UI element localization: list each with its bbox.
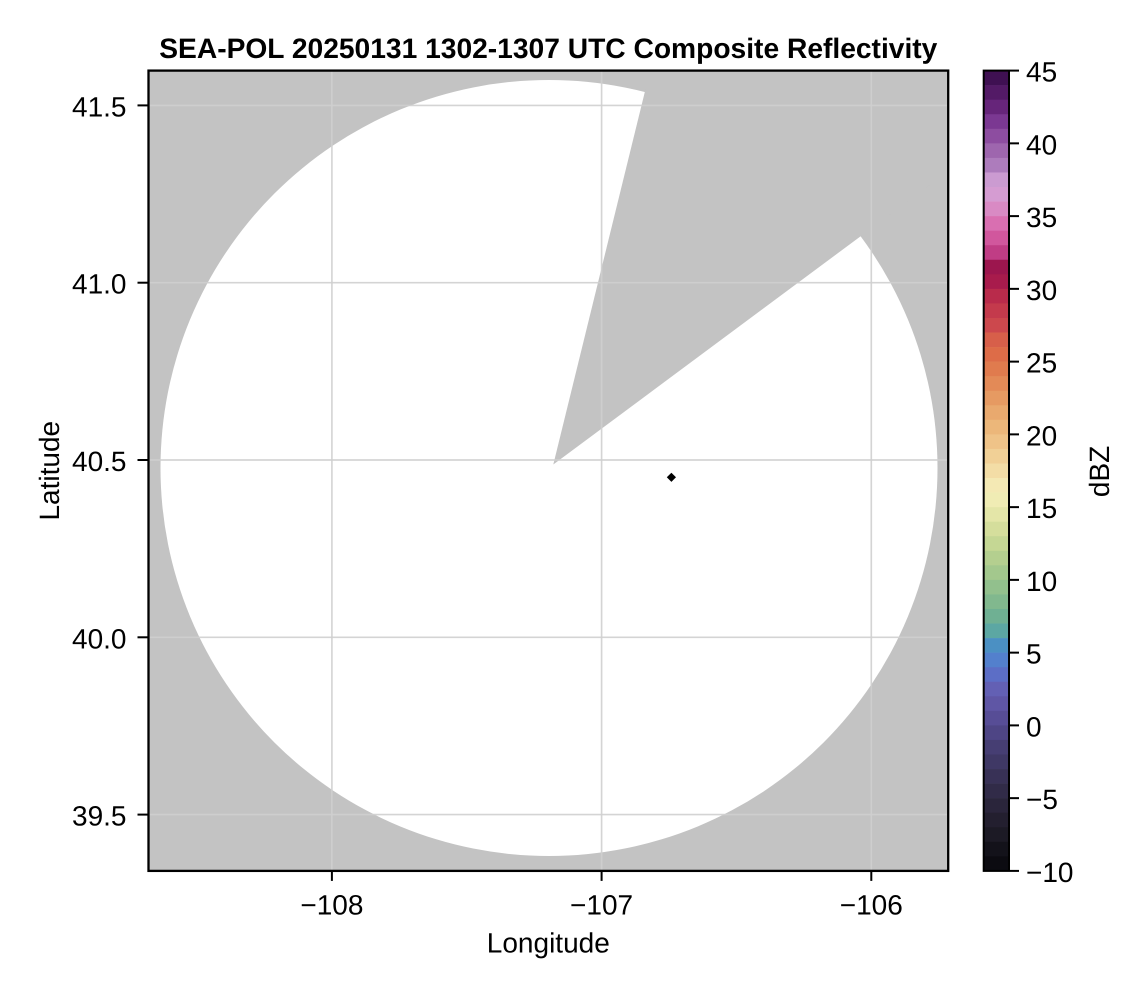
- svg-text:−107: −107: [570, 889, 633, 920]
- svg-text:Latitude: Latitude: [34, 421, 65, 521]
- svg-text:dBZ: dBZ: [1084, 446, 1115, 497]
- svg-text:−106: −106: [840, 889, 903, 920]
- svg-text:41.0: 41.0: [72, 269, 127, 300]
- svg-text:15: 15: [1026, 493, 1057, 524]
- svg-text:−10: −10: [1026, 857, 1074, 888]
- svg-text:SEA-POL 20250131 1302-1307 UTC: SEA-POL 20250131 1302-1307 UTC Composite…: [159, 32, 937, 64]
- svg-text:−5: −5: [1026, 784, 1058, 815]
- svg-text:45: 45: [1026, 57, 1057, 88]
- svg-text:40.5: 40.5: [72, 446, 127, 477]
- svg-text:41.5: 41.5: [72, 91, 127, 122]
- svg-text:10: 10: [1026, 566, 1057, 597]
- svg-text:30: 30: [1026, 275, 1057, 306]
- svg-text:Longitude: Longitude: [487, 927, 610, 958]
- svg-text:40: 40: [1026, 129, 1057, 160]
- svg-text:39.5: 39.5: [72, 801, 127, 832]
- svg-text:5: 5: [1026, 639, 1042, 670]
- svg-text:0: 0: [1026, 711, 1042, 742]
- svg-text:−108: −108: [300, 889, 363, 920]
- svg-text:25: 25: [1026, 348, 1057, 379]
- svg-text:40.0: 40.0: [72, 623, 127, 654]
- svg-text:20: 20: [1026, 420, 1057, 451]
- svg-text:35: 35: [1026, 202, 1057, 233]
